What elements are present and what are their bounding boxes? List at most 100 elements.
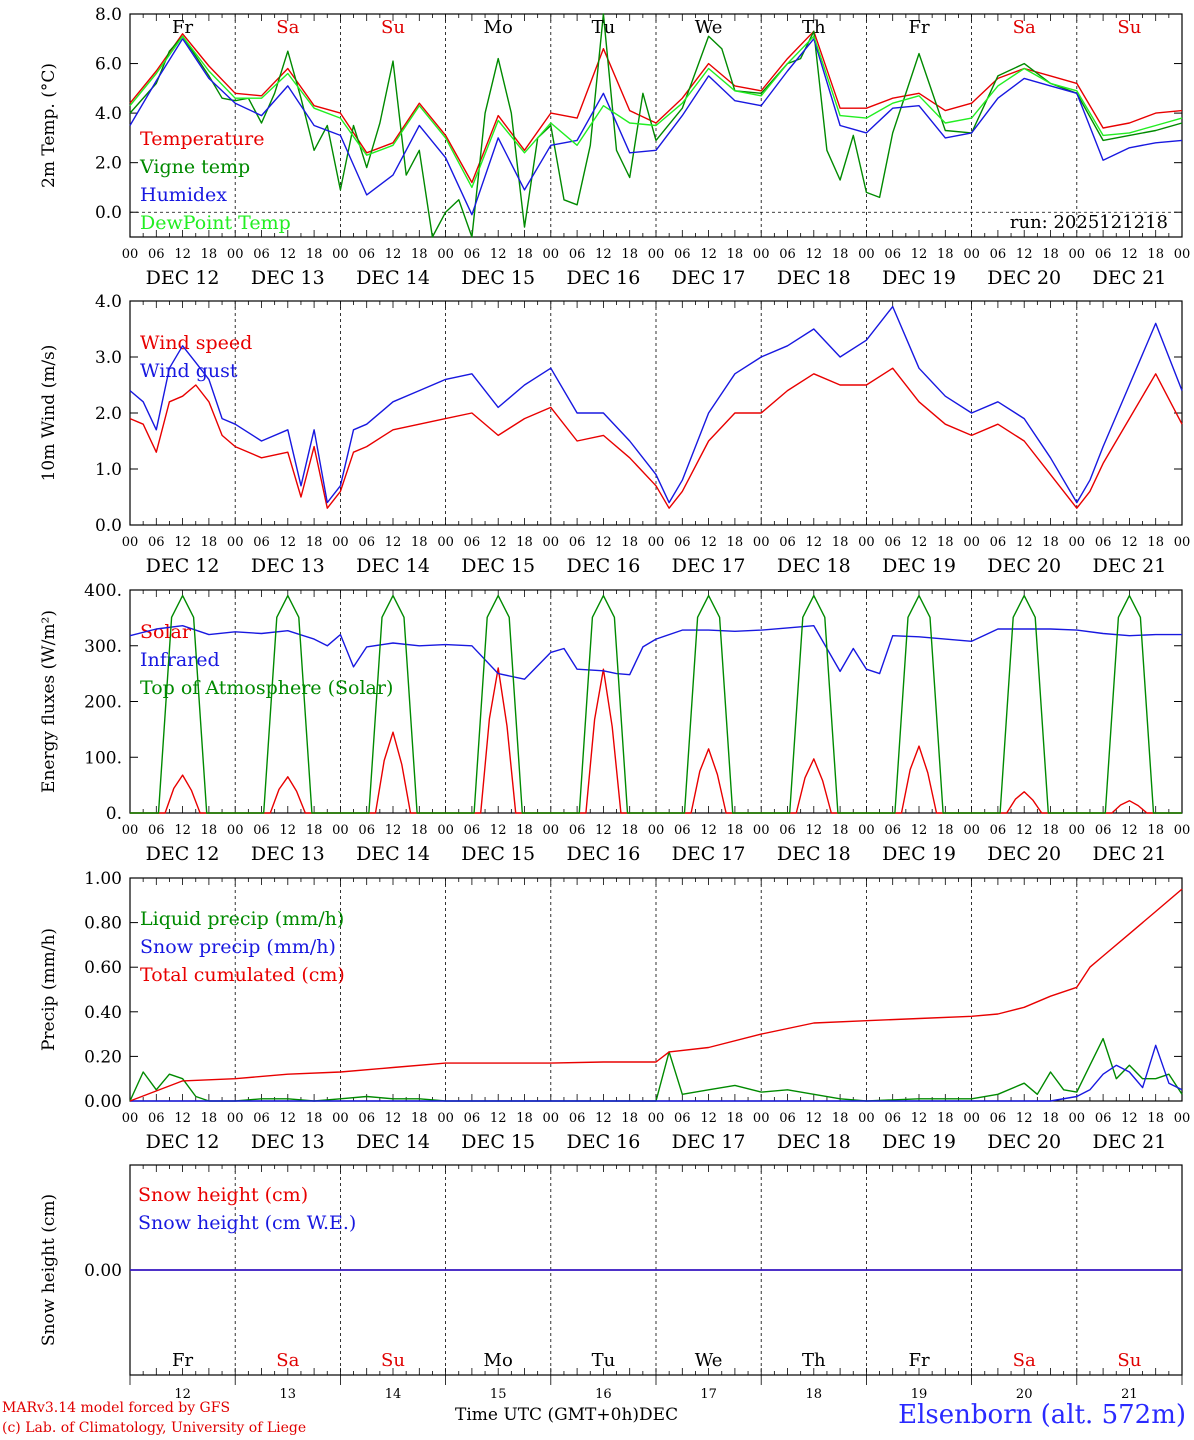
y-tick-label: 0.00 [84,1092,122,1112]
date-label: DEC 18 [777,555,851,577]
weekday-label-top: Tu [592,17,616,38]
time-label: Time UTC (GMT+0h) [455,1405,640,1425]
hour-label: 00 [963,535,980,550]
weekday-label-top: Fr [908,17,929,38]
hour-label: 06 [148,247,165,262]
hour-label: 00 [122,535,139,550]
hour-label: 06 [464,247,481,262]
series-line-precip [130,1044,1183,1102]
hour-label: 12 [595,823,612,838]
hour-label: 12 [1016,535,1033,550]
hour-label: 06 [674,823,691,838]
hour-label: 00 [437,823,454,838]
legend-entry: DewPoint Temp [140,212,291,234]
hour-label: 12 [911,535,928,550]
y-tick-label: 6.0 [95,55,122,75]
hour-label: 00 [858,247,875,262]
hour-label: 00 [753,823,770,838]
hour-label: 00 [963,1111,980,1126]
weekday-label-top: Su [381,17,405,38]
day-number-label: 21 [1121,1387,1138,1402]
hour-label: 12 [1121,247,1138,262]
hour-label: 00 [648,823,665,838]
hour-label: 00 [858,1111,875,1126]
hour-label: 00 [227,247,244,262]
hour-label: 12 [1016,247,1033,262]
hour-label: 18 [1147,247,1164,262]
legend-entry: Temperature [140,128,264,150]
hour-label: 18 [306,1111,323,1126]
date-label: DEC 16 [566,555,640,577]
series-line-temp [129,13,1183,238]
date-label: DEC 15 [461,555,535,577]
date-label: DEC 16 [566,267,640,289]
hour-label: 18 [1147,1111,1164,1126]
hour-label: 12 [385,247,402,262]
hour-label: 06 [779,823,796,838]
series-line-energy [129,625,1182,680]
legend-entry: Snow height (cm) [138,1184,308,1206]
y-axis-label: 10m Wind (m/s) [39,345,59,482]
hour-label: 12 [280,823,297,838]
date-label: DEC 14 [356,267,430,289]
hour-label: 06 [674,1111,691,1126]
y-tick-label: 0. [106,804,122,824]
hour-label: 06 [779,247,796,262]
hour-label: 06 [464,535,481,550]
hour-label: 18 [621,535,638,550]
date-label: DEC 18 [777,843,851,865]
date-label: DEC 12 [146,267,220,289]
series-line-temp [129,30,1183,184]
hour-label: 18 [201,247,218,262]
hour-label: 18 [516,823,533,838]
date-label: DEC 19 [882,555,956,577]
hour-label: 00 [437,535,454,550]
day-number-label: 15 [490,1387,507,1402]
hour-label: 12 [490,823,507,838]
y-tick-label: 1.0 [95,460,122,480]
hour-label: 12 [700,1111,717,1126]
weekday-label-top: We [695,17,723,38]
hour-label: 00 [122,1111,139,1126]
hour-label: 12 [595,1111,612,1126]
hour-label: 18 [832,823,849,838]
weekday-label-top: Sa [276,17,299,38]
weekday-label-bottom: Sa [276,1350,299,1371]
date-label: DEC 13 [251,267,325,289]
y-tick-label: 3.0 [95,348,122,368]
hour-label: 06 [1095,1111,1112,1126]
hour-label: 12 [174,823,191,838]
y-axis-label: Snow height (cm) [39,1194,59,1346]
date-label: DEC 15 [461,1131,535,1153]
hour-label: 12 [280,1111,297,1126]
date-label: DEC 16 [566,843,640,865]
hour-label: 12 [1016,823,1033,838]
hour-label: 18 [832,247,849,262]
legend-entry: Total cumulated (cm) [140,964,345,986]
hour-label: 00 [543,535,560,550]
hour-label: 18 [621,247,638,262]
hour-label: 18 [201,535,218,550]
hour-label: 06 [569,823,586,838]
hour-label: 12 [806,823,823,838]
hour-label: 00 [437,247,454,262]
hour-label: 18 [621,1111,638,1126]
weekday-label-bottom: We [695,1350,723,1371]
legend-entry: Snow precip (mm/h) [140,936,336,958]
y-tick-label: 200. [84,693,122,713]
legend-entry: Liquid precip (mm/h) [140,908,344,930]
station-name: Elsenborn (alt. 572m) [898,1400,1186,1430]
hour-label: 12 [1121,535,1138,550]
time-axis-label: Time UTC (GMT+0h)DEC [455,1405,678,1425]
hour-label: 06 [779,535,796,550]
hour-label: 06 [884,1111,901,1126]
date-label: DEC 14 [356,1131,430,1153]
date-label: DEC 17 [672,1131,746,1153]
hour-label: 18 [727,1111,744,1126]
date-label: DEC 18 [777,267,851,289]
day-number-label: 20 [1016,1387,1033,1402]
y-axis-label: Energy fluxes (W/m²) [39,610,59,793]
day-number-label: 12 [174,1387,191,1402]
y-tick-label: 0.0 [95,516,122,536]
date-label: DEC 13 [251,1131,325,1153]
